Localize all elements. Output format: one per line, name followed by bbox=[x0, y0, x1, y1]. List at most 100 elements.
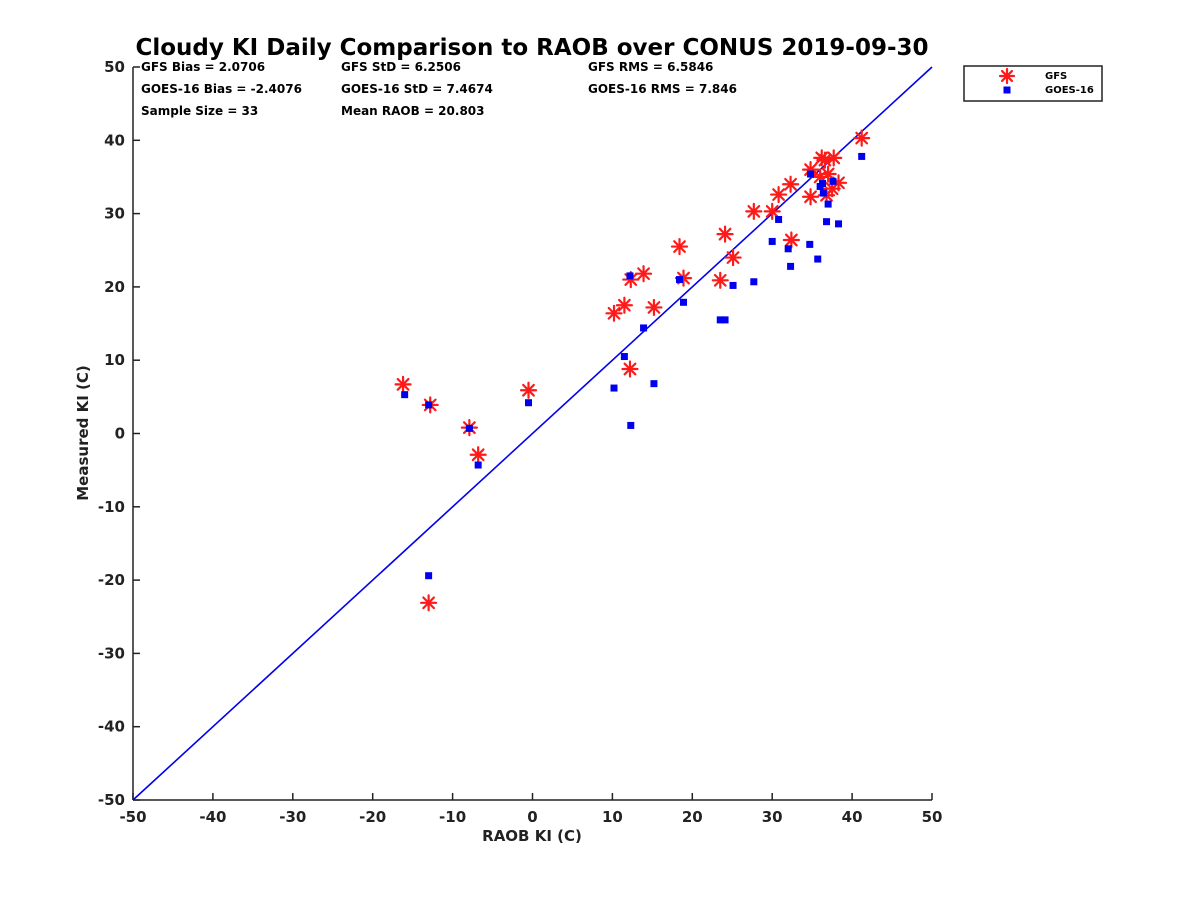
y-tick-label: 30 bbox=[104, 205, 125, 223]
asterisk-stroke bbox=[772, 188, 785, 201]
asterisk-stroke bbox=[747, 204, 761, 218]
goes16-point bbox=[858, 152, 866, 160]
asterisk-stroke bbox=[818, 153, 832, 167]
goes16-point bbox=[829, 177, 837, 185]
gfs-point bbox=[645, 298, 663, 317]
goes16-series bbox=[401, 152, 866, 580]
goes-bias-stat: GOES-16 Bias = -2.4076 bbox=[141, 82, 302, 96]
goes16-point bbox=[835, 220, 843, 228]
goes16-point bbox=[525, 399, 533, 407]
goes16-point bbox=[401, 391, 409, 399]
gfs-bias-stat: GFS Bias = 2.0706 bbox=[141, 60, 265, 74]
asterisk-stroke bbox=[607, 306, 621, 320]
gfs-rms-stat: GFS RMS = 6.5846 bbox=[588, 60, 713, 74]
asterisk-stroke bbox=[784, 177, 797, 191]
asterisk-stroke bbox=[617, 298, 631, 312]
asterisk-stroke bbox=[784, 233, 798, 247]
goes16-point bbox=[626, 272, 634, 280]
chart-title: Cloudy KI Daily Comparison to RAOB over … bbox=[135, 35, 928, 61]
y-axis-label: Measured KI (C) bbox=[74, 365, 92, 501]
goes16-point bbox=[729, 281, 737, 289]
gfs-point bbox=[519, 381, 538, 399]
gfs-point bbox=[615, 296, 633, 314]
y-tick-label: -20 bbox=[98, 571, 125, 589]
asterisk-stroke bbox=[396, 377, 410, 391]
y-tick-label: 20 bbox=[104, 278, 125, 296]
asterisk-stroke bbox=[804, 163, 817, 177]
x-tick-label: 0 bbox=[527, 808, 537, 826]
asterisk-stroke bbox=[765, 204, 779, 218]
x-tick-label: -20 bbox=[359, 808, 386, 826]
y-ticks: -50 -40 -30 -20 -10 0 10 20 30 40 50 bbox=[98, 58, 140, 809]
goes16-point bbox=[814, 255, 822, 263]
goes16-point bbox=[465, 424, 473, 432]
gfs-point bbox=[763, 202, 781, 221]
y-tick-label: 10 bbox=[104, 351, 125, 369]
y-tick-label: -40 bbox=[98, 718, 125, 736]
asterisk-stroke bbox=[422, 596, 436, 610]
gfs-point bbox=[853, 129, 871, 147]
legend-gfs-label: GFS bbox=[1045, 71, 1067, 82]
legend-goes16-label: GOES-16 bbox=[1045, 85, 1094, 96]
gfs-point bbox=[394, 375, 412, 393]
asterisk-stroke bbox=[647, 301, 661, 314]
gfs-point bbox=[621, 360, 639, 378]
asterisk-stroke bbox=[718, 227, 732, 241]
x-tick-label: 50 bbox=[922, 808, 943, 826]
x-tick-label: -50 bbox=[119, 808, 146, 826]
gfs-point bbox=[825, 149, 843, 167]
gfs-std-stat: GFS StD = 6.2506 bbox=[341, 60, 461, 74]
sample-size-stat: Sample Size = 33 bbox=[141, 104, 258, 118]
goes16-point bbox=[610, 384, 618, 392]
goes16-point bbox=[680, 298, 688, 306]
legend-gfs-marker bbox=[998, 67, 1016, 85]
asterisk-stroke bbox=[855, 131, 869, 145]
goes16-point bbox=[768, 237, 776, 245]
legend-goes16-symbol bbox=[1003, 86, 1011, 94]
x-tick-label: 30 bbox=[762, 808, 783, 826]
goes16-point bbox=[807, 170, 815, 178]
goes16-point bbox=[640, 324, 648, 332]
x-tick-label: -10 bbox=[439, 808, 466, 826]
gfs-point bbox=[634, 265, 653, 283]
asterisk-stroke bbox=[623, 362, 637, 376]
asterisk-stroke bbox=[522, 383, 535, 397]
asterisk-stroke bbox=[713, 273, 727, 287]
y-tick-label: -50 bbox=[98, 791, 125, 809]
y-tick-label: 50 bbox=[104, 58, 125, 76]
gfs-point bbox=[745, 202, 763, 221]
goes16-point bbox=[750, 278, 758, 286]
gfs-point bbox=[711, 271, 729, 289]
y-tick-label: 40 bbox=[104, 131, 125, 149]
gfs-point bbox=[605, 304, 623, 322]
asterisk-stroke bbox=[637, 267, 650, 281]
asterisk-stroke bbox=[804, 190, 817, 204]
x-tick-label: 40 bbox=[842, 808, 863, 826]
y-tick-label: 0 bbox=[115, 425, 125, 443]
gfs-point bbox=[469, 446, 487, 464]
asterisk-stroke bbox=[673, 240, 686, 253]
asterisk-stroke bbox=[624, 273, 638, 286]
goes16-point bbox=[819, 189, 827, 197]
legend: GFS GOES-16 bbox=[963, 65, 1103, 102]
gfs-point bbox=[716, 225, 734, 243]
mean-raob-stat: Mean RAOB = 20.803 bbox=[341, 104, 485, 118]
legend-goes16-marker bbox=[1003, 86, 1011, 94]
gfs-point bbox=[781, 175, 800, 193]
goes16-point bbox=[819, 180, 827, 188]
goes16-point bbox=[474, 461, 482, 469]
legend-gfs-symbol bbox=[998, 67, 1016, 85]
gfs-point bbox=[420, 594, 438, 612]
x-tick-label: 10 bbox=[602, 808, 623, 826]
y-tick-label: -30 bbox=[98, 644, 125, 662]
goes16-point bbox=[806, 240, 814, 248]
gfs-point bbox=[782, 231, 800, 249]
goes16-point bbox=[721, 316, 729, 324]
gfs-point bbox=[801, 188, 820, 206]
asterisk-stroke bbox=[726, 251, 740, 264]
x-axis-label: RAOB KI (C) bbox=[482, 827, 582, 845]
goes16-point bbox=[823, 218, 831, 226]
asterisk-stroke bbox=[1000, 69, 1014, 83]
